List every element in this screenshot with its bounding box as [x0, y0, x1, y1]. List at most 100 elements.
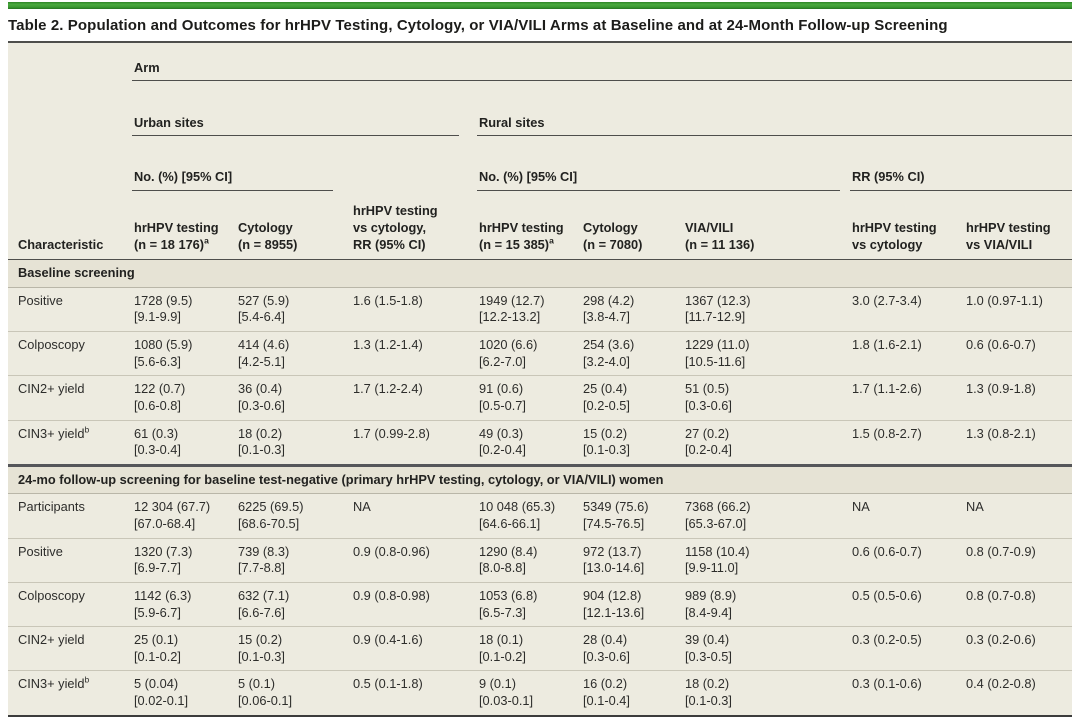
data-cell: 298 (4.2) [3.8-4.7]: [581, 287, 683, 333]
data-cell: 0.4 (0.2-0.8): [964, 670, 1073, 717]
accent-bar: [8, 2, 1072, 9]
data-cell: 10 048 (65.3) [64.6-66.1]: [477, 493, 581, 539]
data-cell: 1053 (6.8) [6.5-7.3]: [477, 582, 581, 628]
footnote-marker-b: b: [84, 675, 90, 686]
data-cell: 0.6 (0.6-0.7): [964, 331, 1073, 377]
data-cell: NA: [351, 493, 477, 539]
data-cell: 3.0 (2.7-3.4): [850, 287, 964, 333]
header-rr-hrhpv-vs-cytology: hrHPV testing vs cytology: [850, 207, 964, 261]
table-header: Characteristic Arm Urban sites Rural sit…: [8, 43, 1073, 261]
data-cell: 5 (0.04) [0.02-0.1]: [132, 670, 236, 717]
data-row: CIN3+ yieldb 61 (0.3) [0.3-0.4] 18 (0.2) […: [8, 420, 1073, 466]
header-urban-cytology: Cytology (n = 8955): [236, 207, 351, 261]
row-label-text: CIN2+ yield: [18, 381, 85, 397]
data-cell: 972 (13.7) [13.0-14.6]: [581, 538, 683, 583]
row-label-text: Colposcopy: [18, 587, 85, 603]
data-cell: NA: [964, 493, 1073, 539]
data-cell: 1.7 (0.99-2.8): [351, 420, 477, 466]
header-rr-95-ci-label: RR (95% CI): [850, 169, 1073, 191]
header-urban-sites-label: Urban sites: [132, 115, 459, 137]
header-rural-sites-label: Rural sites: [477, 115, 1073, 137]
data-cell: 1.3 (0.8-2.1): [964, 420, 1073, 466]
row-label-text: Positive: [18, 292, 63, 308]
row-label: CIN3+ yieldb: [8, 670, 132, 717]
header-urban-hrhpv-label: hrHPV testing (n = 18 176): [134, 219, 219, 252]
data-cell: 25 (0.4) [0.2-0.5]: [581, 375, 683, 421]
data-row: CIN2+ yield 25 (0.1) [0.1-0.2] 15 (0.2) [0…: [8, 626, 1073, 672]
row-label-text: CIN3+ yield: [18, 676, 85, 692]
row-label-text: CIN2+ yield: [18, 632, 85, 648]
header-rr-95-ci: RR (95% CI): [850, 153, 1073, 208]
row-label: Participants: [8, 493, 132, 539]
row-label: Positive: [8, 287, 132, 333]
data-row: CIN2+ yield 122 (0.7) [0.6-0.8] 36 (0.4) […: [8, 375, 1073, 421]
data-cell: 0.9 (0.8-0.98): [351, 582, 477, 628]
data-cell: 6225 (69.5) [68.6-70.5]: [236, 493, 351, 539]
data-cell: 1.8 (1.6-2.1): [850, 331, 964, 377]
data-cell: NA: [850, 493, 964, 539]
header-rural-hrhpv-label: hrHPV testing (n = 15 385): [479, 219, 564, 252]
data-cell: 1142 (6.3) [5.9-6.7]: [132, 582, 236, 628]
data-cell: 0.3 (0.2-0.5): [850, 626, 964, 672]
header-urban-no-pct-ci: No. (%) [95% CI]: [132, 153, 351, 208]
header-urban-sites: Urban sites: [132, 98, 477, 153]
header-rural-via-vili: VIA/VILI (n = 11 136): [683, 207, 850, 261]
row-label: CIN3+ yieldb: [8, 420, 132, 466]
data-cell: 5349 (75.6) [74.5-76.5]: [581, 493, 683, 539]
row-label: Positive: [8, 538, 132, 583]
data-cell: 122 (0.7) [0.6-0.8]: [132, 375, 236, 421]
data-cell: 1949 (12.7) [12.2-13.2]: [477, 287, 581, 333]
data-cell: 9 (0.1) [0.03-0.1]: [477, 670, 581, 717]
data-cell: 39 (0.4) [0.3-0.5]: [683, 626, 850, 672]
data-cell: 15 (0.2) [0.1-0.3]: [236, 626, 351, 672]
data-cell: 18 (0.2) [0.1-0.3]: [683, 670, 850, 717]
row-label: Colposcopy: [8, 331, 132, 377]
header-rural-sites: Rural sites: [477, 98, 1073, 153]
data-cell: 989 (8.9) [8.4-9.4]: [683, 582, 850, 628]
row-label-text: Colposcopy: [18, 337, 85, 352]
data-cell: 12 304 (67.7) [67.0-68.4]: [132, 493, 236, 539]
header-urban-hrhpv: hrHPV testing (n = 18 176)a: [132, 207, 236, 261]
section-row: 24-mo follow-up screening for baseline t…: [8, 463, 1073, 495]
data-cell: 18 (0.2) [0.1-0.3]: [236, 420, 351, 466]
data-cell: 1.7 (1.1-2.6): [850, 375, 964, 421]
section-row: Baseline screening: [8, 259, 1073, 288]
data-cell: 1.7 (1.2-2.4): [351, 375, 477, 421]
header-characteristic: Characteristic: [8, 43, 132, 261]
data-row: Participants 12 304 (67.7) [67.0-68.4] 622…: [8, 493, 1073, 539]
footnote-marker-a: a: [549, 235, 554, 246]
row-label-text: Participants: [18, 499, 85, 515]
data-cell: 0.3 (0.2-0.6): [964, 626, 1073, 672]
data-cell: 18 (0.1) [0.1-0.2]: [477, 626, 581, 672]
data-cell: 254 (3.6) [3.2-4.0]: [581, 331, 683, 377]
table-body: Baseline screening Positive 1728 (9.5) [9.…: [8, 259, 1073, 717]
data-cell: 1728 (9.5) [9.1-9.9]: [132, 287, 236, 333]
data-cell: 527 (5.9) [5.4-6.4]: [236, 287, 351, 333]
data-cell: 16 (0.2) [0.1-0.4]: [581, 670, 683, 717]
data-cell: 27 (0.2) [0.2-0.4]: [683, 420, 850, 466]
data-cell: 1.0 (0.97-1.1): [964, 287, 1073, 333]
table-title: Table 2. Population and Outcomes for hrH…: [8, 9, 1072, 43]
header-rural-hrhpv: hrHPV testing (n = 15 385)a: [477, 207, 581, 261]
data-cell: 0.8 (0.7-0.9): [964, 538, 1073, 583]
header-rural-cytology: Cytology (n = 7080): [581, 207, 683, 261]
header-arm-label: Arm: [132, 60, 1073, 82]
data-cell: 1.3 (1.2-1.4): [351, 331, 477, 377]
data-row: Positive 1320 (7.3) [6.9-7.7] 739 (8.3) [7…: [8, 538, 1073, 583]
data-cell: 1.3 (0.9-1.8): [964, 375, 1073, 421]
data-cell: 414 (4.6) [4.2-5.1]: [236, 331, 351, 377]
data-cell: 632 (7.1) [6.6-7.6]: [236, 582, 351, 628]
data-cell: 36 (0.4) [0.3-0.6]: [236, 375, 351, 421]
row-label: CIN2+ yield: [8, 375, 132, 421]
data-cell: 1080 (5.9) [5.6-6.3]: [132, 331, 236, 377]
header-urban-rr-column: hrHPV testing vs cytology, RR (95% CI): [351, 152, 477, 261]
data-cell: 1158 (10.4) [9.9-11.0]: [683, 538, 850, 583]
data-cell: 15 (0.2) [0.1-0.3]: [581, 420, 683, 466]
row-label-text: CIN3+ yield: [18, 425, 85, 441]
header-rural-no-pct-ci-label: No. (%) [95% CI]: [477, 169, 840, 191]
data-cell: 1320 (7.3) [6.9-7.7]: [132, 538, 236, 583]
data-cell: 1020 (6.6) [6.2-7.0]: [477, 331, 581, 377]
header-urban-no-pct-ci-label: No. (%) [95% CI]: [132, 169, 333, 191]
data-cell: 91 (0.6) [0.5-0.7]: [477, 375, 581, 421]
